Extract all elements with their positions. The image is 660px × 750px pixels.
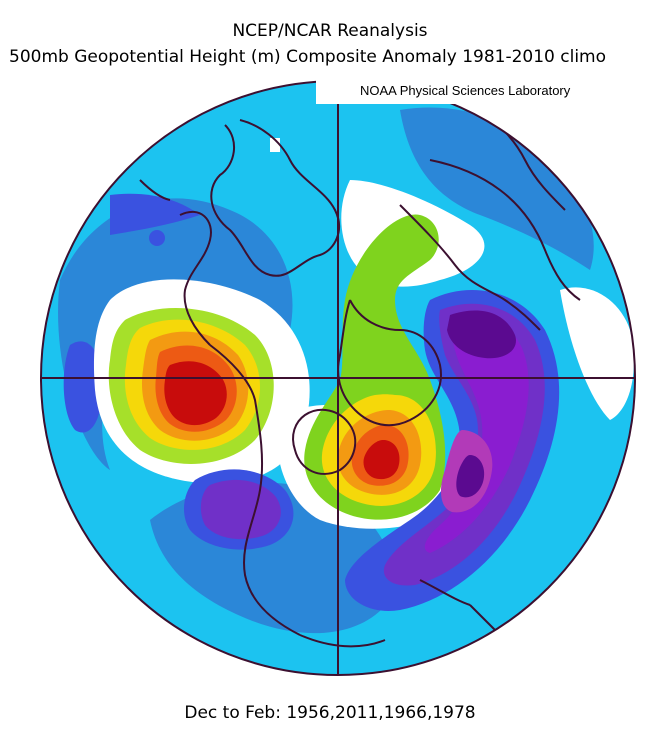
neutral-speck xyxy=(270,138,280,152)
coastlines xyxy=(139,109,581,648)
negative-anomaly-east-l3 xyxy=(424,315,529,553)
neutral-east-edge xyxy=(560,287,634,420)
negative-anomaly-east-core xyxy=(456,455,485,498)
negative-anomaly-southwest-l2 xyxy=(200,479,281,540)
positive-anomaly-east-core xyxy=(363,440,400,480)
deep-blue-west xyxy=(63,341,103,433)
period-caption: Dec to Feb: 1956,2011,1966,1978 xyxy=(184,703,476,723)
deep-blue-spot xyxy=(110,193,200,235)
anomaly-field xyxy=(41,81,635,675)
map-subtitle: 500mb Geopotential Height (m) Composite … xyxy=(9,47,607,67)
blue-band-pacific xyxy=(58,198,293,470)
negative-anomaly-europe-core xyxy=(447,310,516,359)
credit-label: NOAA Physical Sciences Laboratory xyxy=(316,78,634,104)
map-title: NCEP/NCAR Reanalysis xyxy=(232,21,428,41)
deep-blue-dot xyxy=(149,230,165,246)
